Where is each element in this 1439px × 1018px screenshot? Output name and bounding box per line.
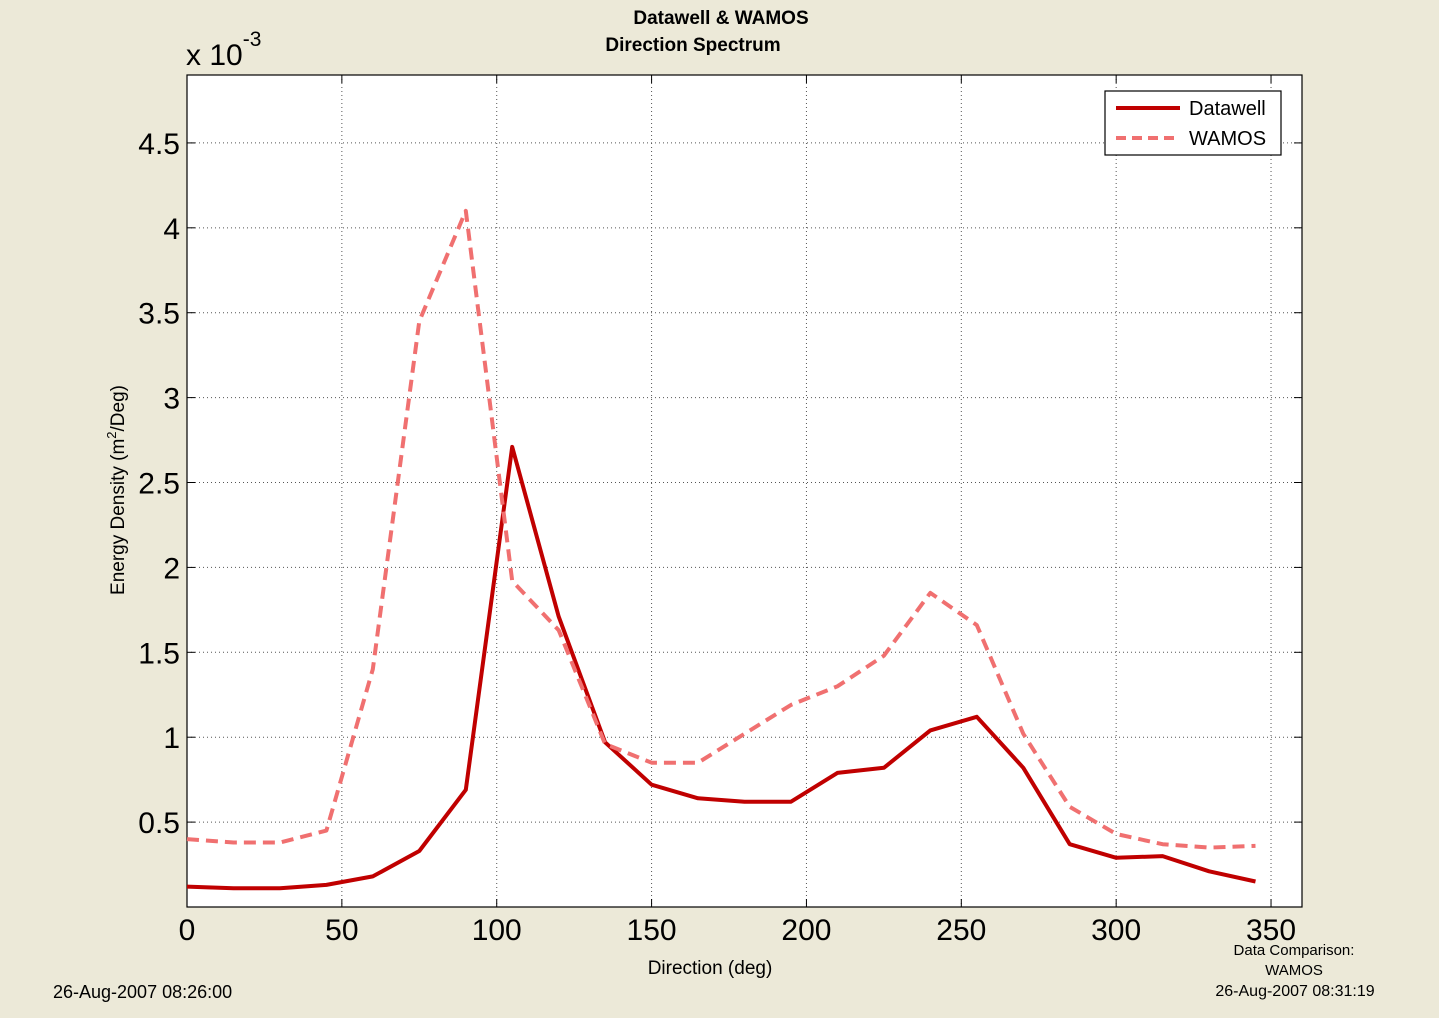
footer-right-line2: WAMOS [1265, 962, 1323, 979]
y-axis-label-suffix: /Deg) [108, 385, 129, 431]
footer-right-line1: Data Comparison: [1233, 942, 1355, 959]
x-tick-label: 150 [627, 914, 677, 947]
x-tick-label: 0 [179, 914, 196, 947]
chart-title-line1: Datawell & WAMOS [633, 8, 808, 29]
y-tick-labels: 0.5 1 1.5 2 2.5 3 3.5 4 4.5 [138, 128, 180, 840]
grid-lines [187, 75, 1302, 907]
chart-title-line2: Direction Spectrum [605, 35, 780, 56]
legend-label-wamos: WAMOS [1189, 128, 1266, 150]
y-tick-label: 1.5 [138, 637, 180, 670]
svg-text:x 10-3: x 10-3 [186, 28, 261, 72]
x-tick-label: 100 [472, 914, 522, 947]
exponent-base: x 10 [186, 39, 243, 72]
y-axis-label-sup: 2 [104, 431, 119, 438]
x-tick-label: 300 [1091, 914, 1141, 947]
exponent-power: -3 [243, 28, 262, 51]
y-tick-label: 1 [163, 722, 180, 755]
footer-left-timestamp: 26-Aug-2007 08:26:00 [53, 982, 233, 1002]
axis-ticks [186, 75, 1302, 907]
legend-label-datawell: Datawell [1189, 98, 1266, 120]
series-line-datawell [186, 444, 1256, 891]
series-line-wamos [186, 208, 1256, 850]
footer-right-line3: 26-Aug-2007 08:31:19 [1215, 983, 1375, 1000]
y-tick-label: 3 [163, 383, 180, 416]
x-tick-label: 200 [781, 914, 831, 947]
x-tick-label: 250 [936, 914, 986, 947]
y-tick-label: 0.5 [138, 807, 180, 840]
y-tick-label: 4 [163, 213, 180, 246]
y-axis-label-prefix: Energy Density (m [108, 439, 129, 595]
x-axis-label: Direction (deg) [648, 958, 773, 979]
y-tick-label: 3.5 [138, 298, 180, 331]
legend-box [1104, 90, 1282, 156]
y-tick-label: 2 [163, 552, 180, 585]
legend: Datawell WAMOS [1104, 90, 1282, 156]
y-axis-label: Energy Density (m2/Deg) [104, 385, 129, 595]
x-tick-labels: 0 50 100 150 200 250 300 350 [179, 914, 1296, 947]
y-tick-label: 4.5 [138, 128, 180, 161]
exponent-label: x 10-3 [186, 28, 261, 72]
plot-area [186, 74, 1303, 908]
y-tick-label: 2.5 [138, 468, 180, 501]
x-tick-label: 50 [325, 914, 358, 947]
x-tick-label: 350 [1246, 914, 1296, 947]
series-layer [186, 208, 1256, 891]
